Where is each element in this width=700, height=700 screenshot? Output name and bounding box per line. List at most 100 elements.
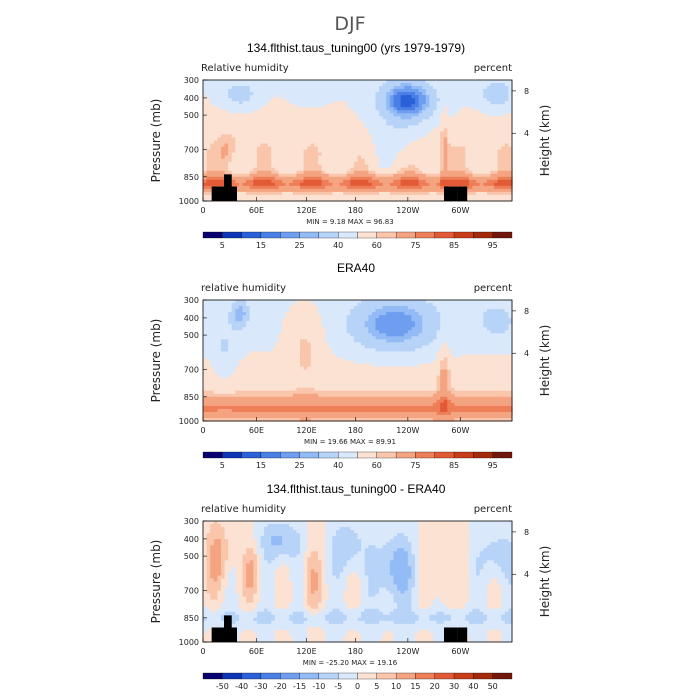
- heatmap-cell: [274, 336, 280, 340]
- heatmap-cell: [422, 173, 427, 178]
- heatmap-cell: [210, 137, 215, 142]
- heatmap-cell: [436, 104, 441, 108]
- heatmap-cell: [238, 152, 244, 157]
- heatmap-cell: [476, 134, 481, 139]
- heatmap-cell: [476, 300, 481, 304]
- heatmap-cell: [274, 194, 280, 199]
- heatmap-cell: [353, 312, 359, 316]
- heatmap-cell: [465, 336, 470, 340]
- heatmap-cell: [422, 149, 427, 154]
- heatmap-cell: [486, 119, 492, 123]
- heatmap-cell: [386, 327, 391, 331]
- heatmap-cell: [206, 98, 211, 102]
- heatmap-cell: [465, 330, 470, 334]
- heatmap-cell: [231, 107, 236, 111]
- heatmap-cell: [353, 110, 359, 114]
- heatmap-cell: [490, 95, 495, 99]
- heatmap-cell: [213, 143, 218, 148]
- heatmap-cell: [361, 158, 366, 163]
- heatmap-cell: [411, 185, 416, 190]
- heatmap-cell: [231, 128, 236, 133]
- heatmap-cell: [443, 330, 448, 334]
- heatmap-cell: [253, 179, 258, 184]
- heatmap-cell: [206, 155, 211, 160]
- heatmap-cell: [321, 191, 326, 196]
- heatmap-cell: [400, 315, 405, 319]
- heatmap-cell: [397, 155, 402, 160]
- heatmap-cell: [504, 98, 509, 102]
- heatmap-cell: [458, 339, 463, 343]
- heatmap-cell: [292, 167, 298, 172]
- heatmap-cell: [231, 303, 236, 307]
- heatmap-cell: [314, 321, 319, 325]
- heatmap-cell: [397, 309, 402, 313]
- heatmap-cell: [271, 197, 276, 202]
- heatmap-cell: [282, 306, 287, 310]
- heatmap-cell: [353, 309, 359, 313]
- heatmap-cell: [407, 155, 412, 160]
- heatmap-cell: [242, 134, 247, 139]
- heatmap-cell: [353, 119, 359, 123]
- heatmap-cell: [271, 137, 276, 142]
- heatmap-cell: [479, 188, 484, 193]
- heatmap-cell: [486, 336, 492, 340]
- heatmap-cell: [289, 158, 294, 163]
- heatmap-cell: [317, 161, 323, 166]
- heatmap-cell: [483, 327, 488, 331]
- heatmap-cell: [274, 182, 280, 187]
- heatmap-cell: [346, 309, 351, 313]
- heatmap-cell: [368, 339, 373, 343]
- heatmap-cell: [490, 345, 495, 350]
- heatmap-cell: [350, 345, 355, 350]
- heatmap-cell: [228, 164, 233, 169]
- heatmap-cell: [436, 137, 441, 142]
- heatmap-cell: [472, 161, 477, 166]
- heatmap-cell: [364, 146, 369, 151]
- heatmap-cell: [307, 110, 312, 114]
- heatmap-cell: [296, 101, 301, 105]
- heatmap-cell: [494, 318, 499, 322]
- heatmap-cell: [483, 324, 488, 328]
- heatmap-cell: [393, 137, 398, 142]
- heatmap-cell: [414, 113, 420, 117]
- heatmap-cell: [203, 348, 208, 353]
- heatmap-cell: [397, 191, 402, 196]
- heatmap-cell: [450, 309, 456, 313]
- heatmap-cell: [343, 318, 348, 322]
- heatmap-cell: [282, 315, 287, 319]
- heatmap-cell: [242, 104, 247, 108]
- heatmap-cell: [418, 333, 423, 337]
- heatmap-cell: [256, 185, 262, 190]
- heatmap-cell: [472, 128, 477, 133]
- heatmap-cell: [256, 348, 262, 353]
- heatmap-cell: [328, 342, 333, 346]
- heatmap-cell: [285, 131, 290, 136]
- heatmap-cell: [483, 86, 488, 90]
- heatmap-cell: [346, 300, 351, 304]
- heatmap-cell: [494, 146, 499, 151]
- heatmap-cell: [206, 191, 211, 196]
- heatmap-cell: [213, 170, 218, 175]
- heatmap-cell: [314, 188, 319, 193]
- heatmap-cell: [450, 179, 456, 184]
- heatmap-cell: [414, 315, 420, 319]
- heatmap-cell: [271, 170, 276, 175]
- heatmap-cell: [224, 318, 229, 322]
- heatmap-cell: [397, 134, 402, 139]
- heatmap-cell: [246, 140, 251, 145]
- heatmap-cell: [414, 92, 420, 96]
- heatmap-cell: [465, 104, 470, 108]
- heatmap-cell: [249, 143, 254, 148]
- heatmap-cell: [282, 318, 287, 322]
- heatmap-cell: [339, 306, 344, 310]
- heatmap-cell: [249, 179, 254, 184]
- heatmap-cell: [317, 173, 323, 178]
- heatmap-cell: [454, 327, 459, 331]
- heatmap-cell: [242, 324, 247, 328]
- heatmap-cell: [393, 158, 398, 163]
- heatmap-cell: [386, 185, 391, 190]
- heatmap-cell: [235, 173, 240, 178]
- heatmap-cell: [476, 333, 481, 337]
- heatmap-cell: [447, 315, 452, 319]
- heatmap-cell: [296, 143, 301, 148]
